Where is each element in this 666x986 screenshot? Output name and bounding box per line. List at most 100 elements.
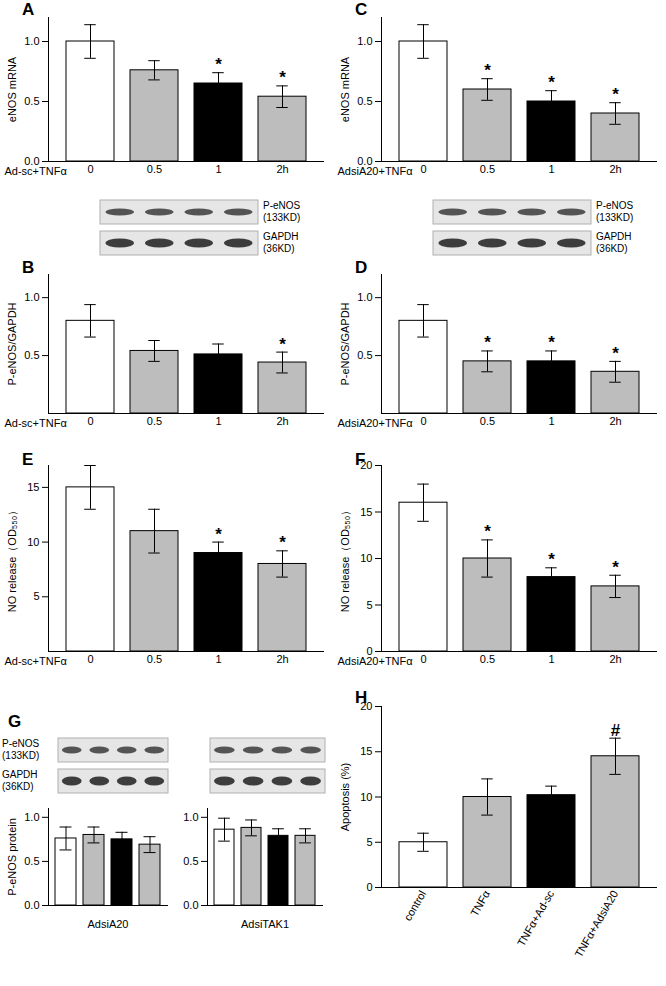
svg-text:AdsiA20: AdsiA20 — [88, 918, 129, 930]
svg-text:*: * — [612, 85, 619, 104]
svg-text:eNOS mRNA: eNOS mRNA — [339, 56, 351, 122]
svg-text:1: 1 — [548, 163, 554, 175]
svg-text:1.0: 1.0 — [24, 291, 39, 303]
svg-text:TNFα+AdsiA20: TNFα+AdsiA20 — [572, 888, 620, 959]
svg-text:*: * — [612, 344, 619, 363]
svg-text:1: 1 — [215, 415, 221, 427]
svg-text:0.0: 0.0 — [24, 899, 39, 911]
svg-text:1.0: 1.0 — [24, 811, 39, 823]
svg-text:*: * — [279, 68, 286, 87]
svg-text:*: * — [215, 55, 222, 74]
svg-text:0.5: 0.5 — [480, 653, 495, 665]
svg-text:5: 5 — [366, 599, 372, 611]
svg-text:2h: 2h — [276, 415, 288, 427]
svg-text:0.5: 0.5 — [183, 855, 198, 867]
svg-text:eNOS mRNA: eNOS mRNA — [6, 56, 18, 122]
svg-text:*: * — [548, 333, 555, 352]
svg-text:1.0: 1.0 — [24, 35, 39, 47]
svg-text:TNFα: TNFα — [468, 888, 493, 919]
svg-text:0.5: 0.5 — [147, 653, 162, 665]
svg-text:GAPDH: GAPDH — [263, 231, 299, 242]
html-text:B: B — [22, 258, 35, 277]
html-text:C: C — [355, 0, 368, 19]
svg-text:Apoptosis (%): Apoptosis (%) — [339, 763, 351, 831]
svg-text:0.5: 0.5 — [24, 349, 39, 361]
svg-text:(36KD): (36KD) — [2, 781, 34, 792]
svg-text:10: 10 — [360, 552, 372, 564]
svg-text:P-eNOS/GAPDH: P-eNOS/GAPDH — [6, 302, 18, 385]
svg-text:0: 0 — [87, 415, 93, 427]
svg-text:P-eNOS: P-eNOS — [2, 738, 40, 749]
svg-text:0.5: 0.5 — [24, 855, 39, 867]
svg-text:P-eNOS protein: P-eNOS protein — [6, 818, 18, 896]
svg-text:#: # — [611, 721, 621, 740]
svg-text:(133KD): (133KD) — [2, 750, 39, 761]
svg-text:0: 0 — [420, 415, 426, 427]
svg-text:2h: 2h — [276, 653, 288, 665]
svg-text:NO release（OD₅₅₀）: NO release（OD₅₅₀） — [339, 505, 351, 613]
svg-text:0.5: 0.5 — [357, 349, 372, 361]
svg-text:*: * — [484, 61, 491, 80]
html-text:G: G — [8, 712, 22, 731]
svg-text:(36KD): (36KD) — [596, 243, 628, 254]
svg-text:0.5: 0.5 — [480, 163, 495, 175]
html-text:D: D — [355, 258, 368, 277]
svg-text:2h: 2h — [276, 163, 288, 175]
svg-text:10: 10 — [360, 791, 372, 803]
svg-text:*: * — [548, 73, 555, 92]
svg-text:(133KD): (133KD) — [596, 212, 633, 223]
svg-text:control: control — [401, 888, 428, 923]
svg-text:Ad-sc+TNFα: Ad-sc+TNFα — [5, 165, 68, 177]
svg-text:AdsiTAK1: AdsiTAK1 — [241, 918, 289, 930]
svg-text:GAPDH: GAPDH — [2, 769, 38, 780]
svg-text:1: 1 — [548, 653, 554, 665]
svg-text:(36KD): (36KD) — [263, 243, 295, 254]
svg-text:*: * — [279, 335, 286, 354]
svg-text:AdsiA20+TNFα: AdsiA20+TNFα — [338, 165, 414, 177]
svg-text:0.5: 0.5 — [147, 415, 162, 427]
svg-text:0: 0 — [87, 163, 93, 175]
svg-text:0: 0 — [420, 163, 426, 175]
svg-text:1.0: 1.0 — [357, 291, 372, 303]
svg-text:(133KD): (133KD) — [263, 212, 300, 223]
svg-text:*: * — [215, 525, 222, 544]
svg-text:P-eNOS: P-eNOS — [263, 200, 301, 211]
svg-text:1: 1 — [548, 415, 554, 427]
svg-text:GAPDH: GAPDH — [596, 231, 632, 242]
svg-text:Ad-sc+TNFα: Ad-sc+TNFα — [5, 417, 68, 429]
svg-text:10: 10 — [27, 536, 39, 548]
svg-text:15: 15 — [360, 745, 372, 757]
svg-text:1: 1 — [215, 653, 221, 665]
svg-text:1: 1 — [215, 163, 221, 175]
svg-text:*: * — [484, 522, 491, 541]
svg-text:0.5: 0.5 — [480, 415, 495, 427]
svg-text:0.5: 0.5 — [357, 95, 372, 107]
svg-text:TNFα+Ad-sc: TNFα+Ad-sc — [515, 888, 557, 948]
svg-text:0.0: 0.0 — [183, 899, 198, 911]
svg-text:NO release（OD₅₅₀）: NO release（OD₅₅₀） — [6, 505, 18, 613]
svg-text:1.0: 1.0 — [183, 811, 198, 823]
svg-text:0: 0 — [420, 653, 426, 665]
svg-text:5: 5 — [366, 836, 372, 848]
svg-text:AdsiA20+TNFα: AdsiA20+TNFα — [338, 417, 414, 429]
svg-text:*: * — [484, 333, 491, 352]
svg-text:5: 5 — [33, 590, 39, 602]
svg-text:15: 15 — [27, 481, 39, 493]
svg-text:0.5: 0.5 — [147, 163, 162, 175]
svg-text:1.0: 1.0 — [357, 35, 372, 47]
svg-text:2h: 2h — [609, 163, 621, 175]
svg-text:P-eNOS: P-eNOS — [596, 200, 634, 211]
svg-text:AdsiA20+TNFα: AdsiA20+TNFα — [338, 655, 414, 667]
svg-text:15: 15 — [360, 506, 372, 518]
svg-text:0: 0 — [87, 653, 93, 665]
svg-text:0: 0 — [366, 881, 372, 893]
svg-text:*: * — [548, 550, 555, 569]
html-text:A: A — [22, 0, 35, 19]
svg-text:*: * — [279, 533, 286, 552]
svg-text:Ad-sc+TNFα: Ad-sc+TNFα — [5, 655, 68, 667]
svg-text:2h: 2h — [609, 653, 621, 665]
svg-text:2h: 2h — [609, 415, 621, 427]
svg-text:0.5: 0.5 — [24, 95, 39, 107]
svg-text:*: * — [612, 558, 619, 577]
svg-text:P-eNOS/GAPDH: P-eNOS/GAPDH — [339, 302, 351, 385]
